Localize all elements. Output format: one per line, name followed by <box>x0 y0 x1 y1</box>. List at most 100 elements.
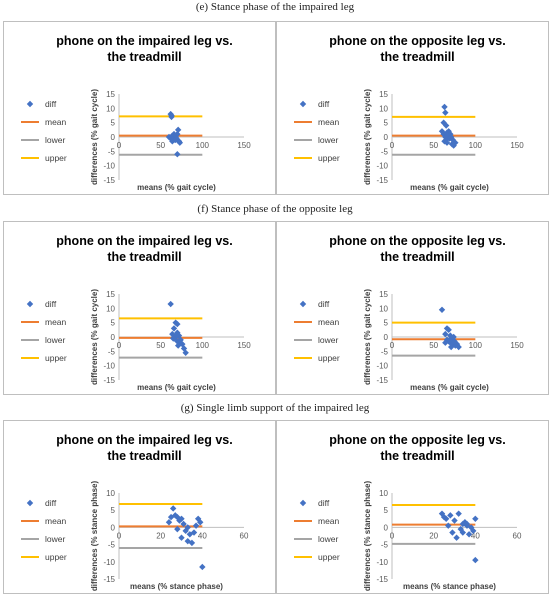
legend-lower-label: lower <box>45 135 65 145</box>
diff-point <box>165 519 173 526</box>
chart-title: phone on the impaired leg vs. <box>56 234 232 248</box>
chart-f-opposite: phone on the opposite leg vs. the treadmi… <box>276 221 549 395</box>
legend-diff-label: diff <box>318 299 330 309</box>
legend-diff-label: diff <box>318 99 330 109</box>
y-tick-label: -5 <box>381 347 389 356</box>
x-axis-label: means (% gait cycle) <box>137 183 216 192</box>
y-tick-label: 10 <box>106 304 115 313</box>
y-tick-label: -10 <box>103 162 115 171</box>
diff-point <box>442 109 449 116</box>
y-tick-label: 10 <box>379 104 388 113</box>
legend-mean-label: mean <box>45 317 67 327</box>
chart-svg: phone on the impaired leg vs. the treadmi… <box>21 234 251 392</box>
x-tick-label: 50 <box>429 141 438 150</box>
x-tick-label: 0 <box>117 531 122 540</box>
y-axis-label: differences (% gait cycle) <box>90 289 99 385</box>
legend-diff-marker <box>299 100 307 108</box>
diff-point <box>168 113 175 121</box>
legend-upper-label: upper <box>318 353 340 363</box>
y-tick-label: 0 <box>384 133 389 142</box>
diff-point <box>173 332 180 339</box>
diff-point <box>172 136 179 144</box>
y-axis-label: differences (% gait cycle) <box>363 289 372 385</box>
diff-point <box>453 340 461 348</box>
diff-point <box>449 529 456 536</box>
legend-diff-label: diff <box>45 498 57 508</box>
diff-point <box>169 330 176 338</box>
x-tick-label: 100 <box>469 141 483 150</box>
y-tick-label: 10 <box>379 489 388 498</box>
chart-svg: phone on the impaired leg vs. the treadmi… <box>21 433 249 591</box>
y-tick-label: -5 <box>108 541 116 550</box>
diff-point <box>445 522 452 529</box>
x-tick-label: 50 <box>156 141 165 150</box>
y-tick-label: 5 <box>111 319 116 328</box>
x-tick-label: 40 <box>198 531 207 540</box>
chart-title: the treadmill <box>107 250 181 264</box>
x-tick-label: 60 <box>240 531 249 540</box>
caption-e: (e) Stance phase of the impaired leg <box>195 1 355 13</box>
y-tick-label: 10 <box>379 304 388 313</box>
x-axis-label: means (% gait cycle) <box>137 383 216 392</box>
y-tick-label: 15 <box>106 290 115 299</box>
y-tick-label: 10 <box>106 489 115 498</box>
diff-point <box>445 326 452 334</box>
diff-point <box>451 517 458 524</box>
x-tick-label: 150 <box>510 141 524 150</box>
diff-point <box>450 333 457 341</box>
caption-f: (f) Stance phase of the opposite leg <box>197 203 353 215</box>
diff-point <box>182 349 189 356</box>
x-tick-label: 0 <box>390 141 395 150</box>
y-tick-label: -5 <box>108 147 116 156</box>
y-tick-label: 5 <box>384 319 389 328</box>
diff-point <box>438 306 446 313</box>
chart-svg: phone on the opposite leg vs. the treadmi… <box>294 234 524 392</box>
y-tick-label: 10 <box>106 104 115 113</box>
y-tick-label: 5 <box>111 506 116 515</box>
diff-point <box>180 345 188 352</box>
diff-point <box>465 531 473 538</box>
chart-f-impaired: phone on the impaired leg vs. the treadmi… <box>3 221 276 395</box>
y-axis-label: differences (% gait cycle) <box>363 89 372 185</box>
chart-svg: phone on the opposite leg vs. the treadmi… <box>294 34 524 192</box>
diff-point <box>447 343 455 351</box>
legend-diff-marker <box>26 499 34 507</box>
chart-title: phone on the opposite leg vs. <box>329 433 505 447</box>
x-tick-label: 0 <box>390 341 395 350</box>
legend-diff-marker <box>26 300 34 308</box>
x-axis-label: means (% stance phase) <box>130 582 223 591</box>
diff-point <box>441 103 448 111</box>
x-tick-label: 0 <box>117 341 122 350</box>
y-tick-label: -10 <box>376 162 388 171</box>
y-tick-label: -10 <box>376 362 388 371</box>
y-tick-label: 0 <box>111 523 116 532</box>
chart-title: phone on the impaired leg vs. <box>56 433 232 447</box>
diff-point <box>167 300 174 308</box>
chart-title: the treadmill <box>380 250 454 264</box>
legend-upper-label: upper <box>45 153 67 163</box>
chart-title: phone on the opposite leg vs. <box>329 34 505 48</box>
legend-diff-marker <box>26 100 34 108</box>
legend-diff-label: diff <box>45 299 57 309</box>
y-tick-label: -5 <box>381 147 389 156</box>
x-axis-label: means (% stance phase) <box>403 582 496 591</box>
diff-point <box>451 338 458 345</box>
diff-point <box>174 126 182 134</box>
chart-title: the treadmill <box>107 50 181 64</box>
diff-point <box>438 128 446 135</box>
y-tick-label: -10 <box>103 362 115 371</box>
legend-diff-marker <box>299 499 307 507</box>
diff-point <box>170 325 178 332</box>
diff-point <box>446 336 453 344</box>
x-axis-label: means (% gait cycle) <box>410 183 489 192</box>
x-tick-label: 0 <box>117 141 122 150</box>
diff-point <box>174 342 182 349</box>
y-axis-label: differences (% stance phase) <box>363 481 372 592</box>
y-tick-label: 15 <box>379 90 388 99</box>
diff-point <box>452 139 459 146</box>
legend-mean-label: mean <box>45 117 67 127</box>
diff-point <box>455 510 462 517</box>
x-tick-label: 150 <box>237 341 251 350</box>
x-tick-label: 20 <box>156 531 165 540</box>
y-tick-label: 5 <box>111 119 116 128</box>
